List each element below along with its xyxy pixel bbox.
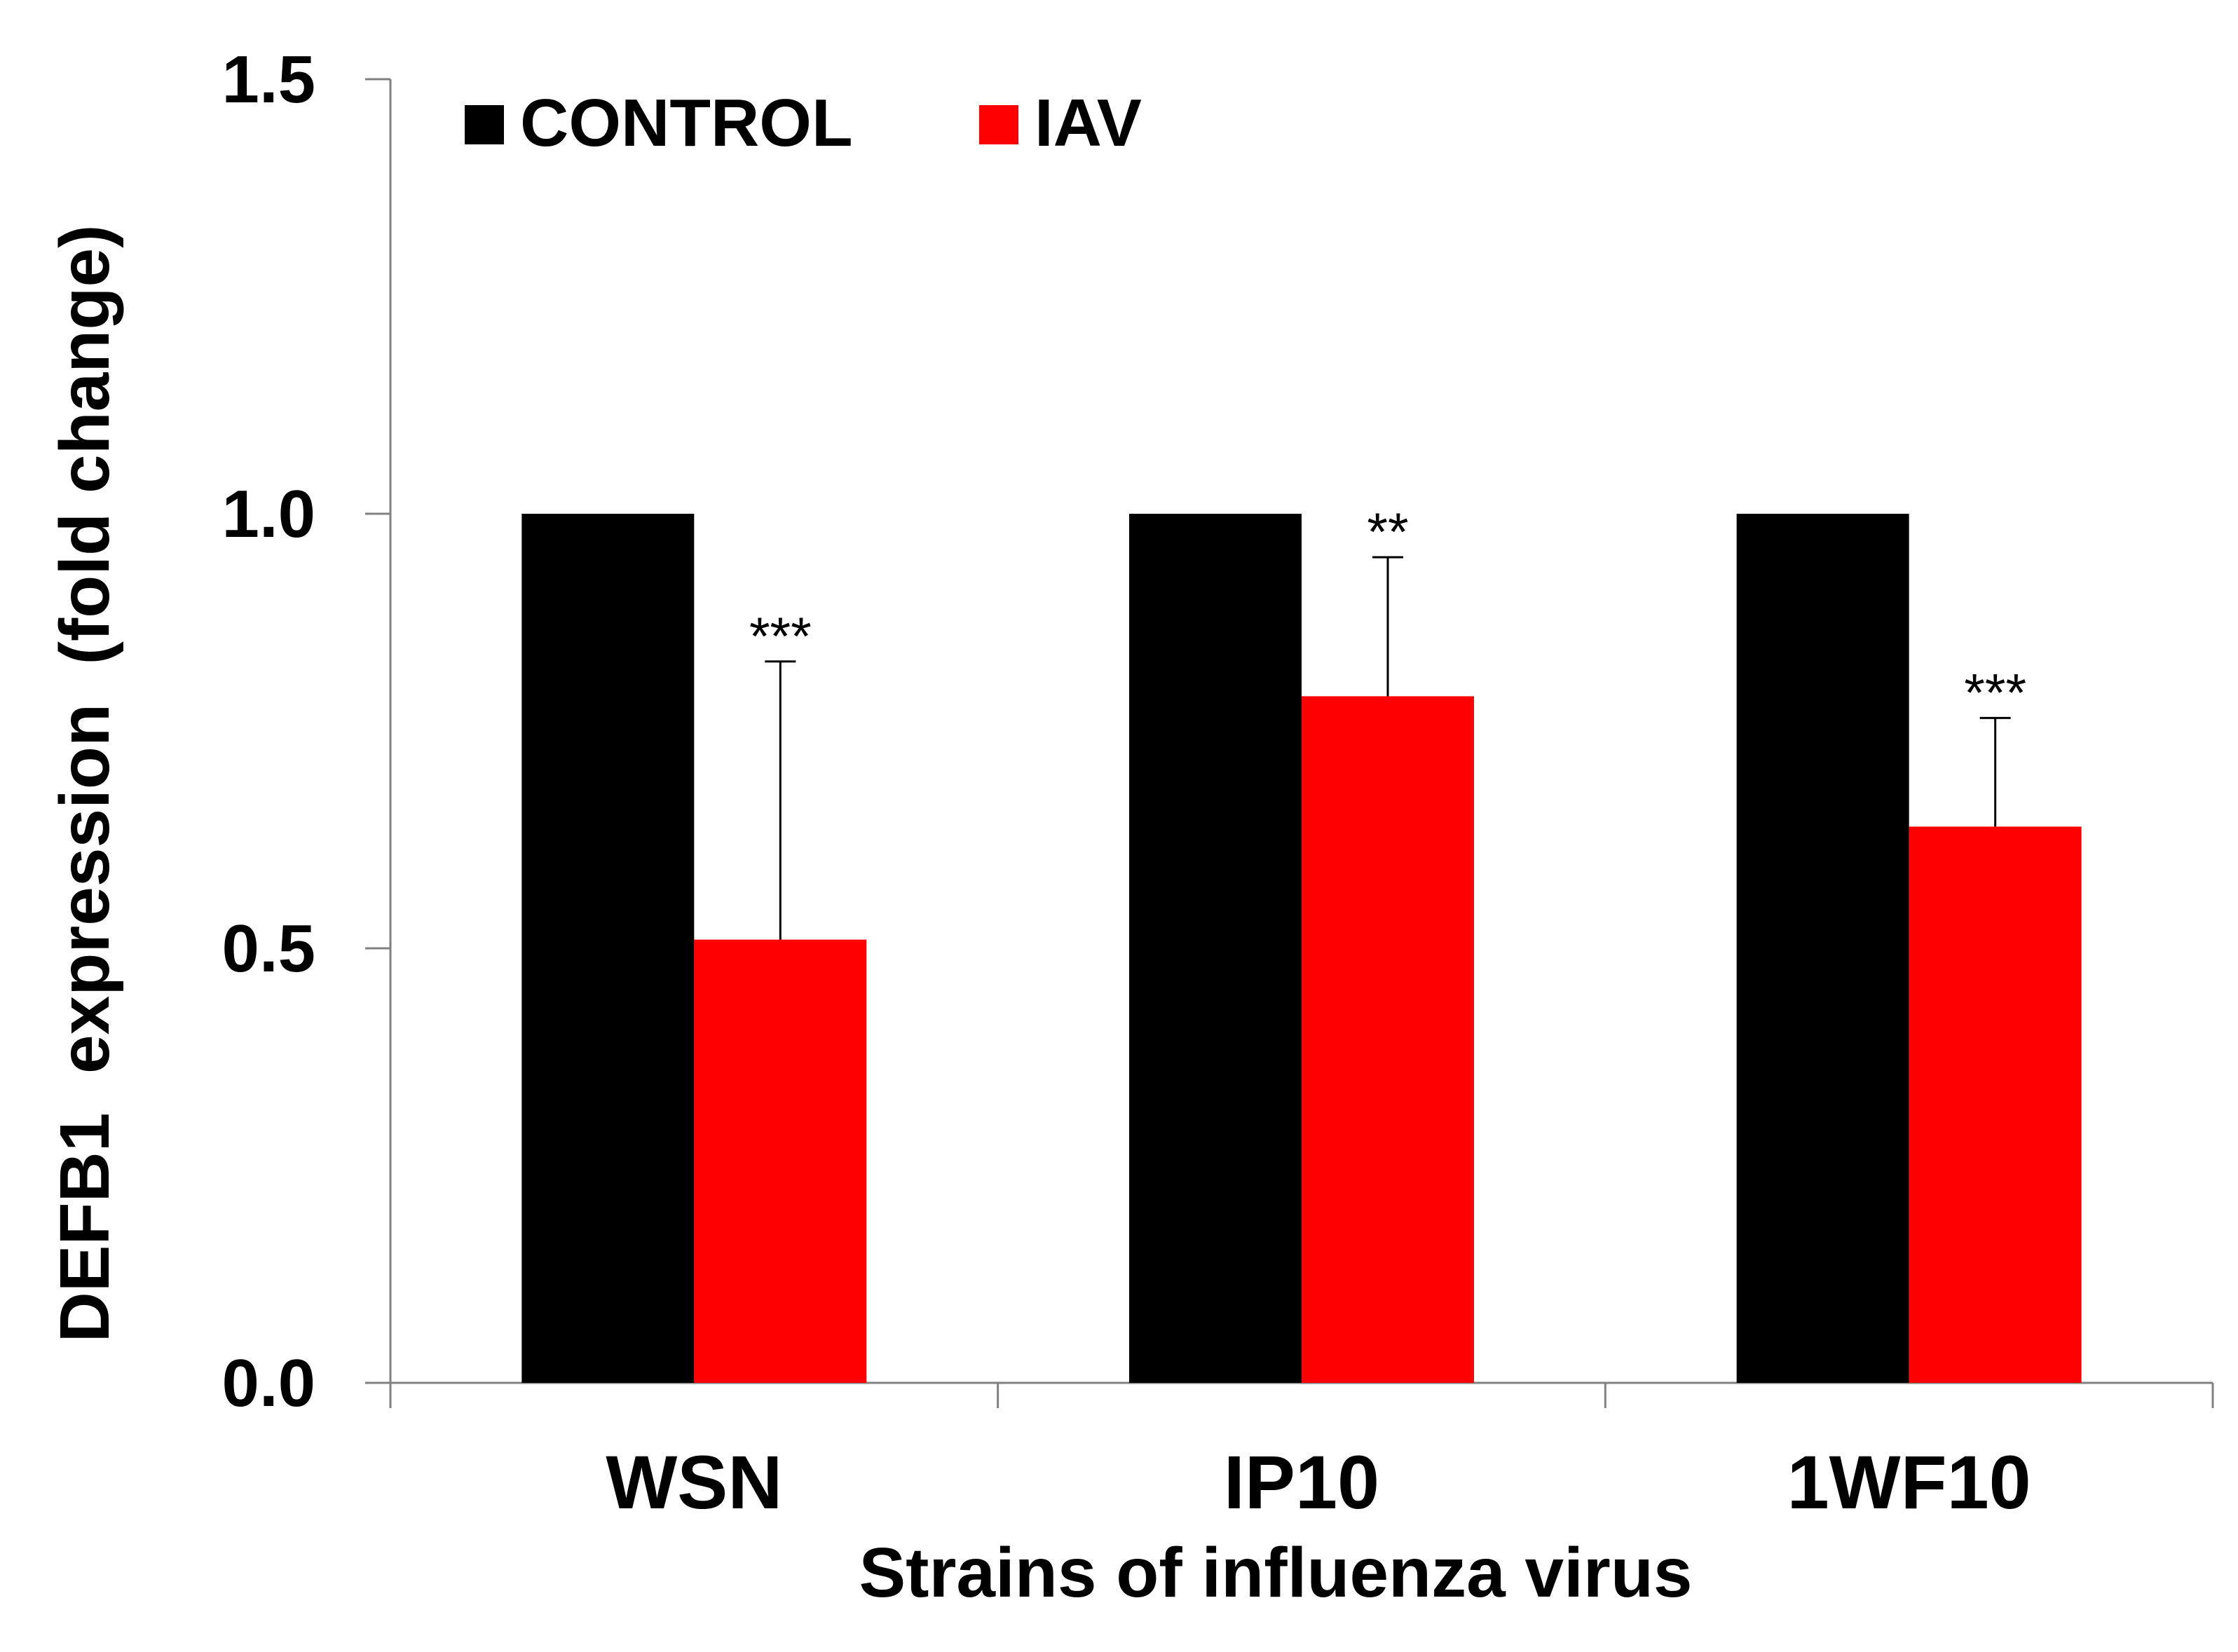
- bar-iav-wsn: [694, 939, 867, 1383]
- bars: [521, 514, 2082, 1383]
- x-axis-title: Strains of influenza virus: [859, 1534, 1692, 1612]
- significance-label: ***: [1964, 663, 2026, 723]
- y-tick-label: 0.0: [222, 1346, 315, 1421]
- y-tick-label: 0.5: [222, 911, 315, 986]
- legend-label-control: CONTROL: [520, 86, 853, 161]
- axis-labels: 0.0 0.5 1.0 1.5 WSN IP10 1WF10: [222, 42, 2031, 1524]
- y-tick-label: 1.5: [222, 42, 315, 117]
- legend-swatch-iav: [979, 105, 1018, 144]
- legend-label-iav: IAV: [1035, 86, 1142, 161]
- bar-control-wsn: [521, 514, 695, 1383]
- bar-control-1wf10: [1736, 514, 1909, 1383]
- legend-swatch-control: [465, 105, 504, 144]
- significance-label: **: [1367, 503, 1408, 562]
- bar-iav-ip10: [1302, 696, 1474, 1383]
- bar-iav-1wf10: [1909, 826, 2082, 1383]
- x-tick-label-wsn: WSN: [606, 1440, 782, 1524]
- y-axis-title: DEFB1 expression (fold change): [46, 225, 124, 1343]
- y-tick-label: 1.0: [222, 477, 315, 552]
- x-tick-label-1wf10: 1WF10: [1787, 1440, 2031, 1524]
- bar-control-ip10: [1129, 514, 1302, 1383]
- x-tick-label-ip10: IP10: [1224, 1440, 1379, 1524]
- annotations: ********: [749, 503, 2026, 723]
- error-bars: [765, 556, 2011, 940]
- legend: CONTROL IAV: [465, 86, 1142, 161]
- significance-label: ***: [749, 607, 812, 667]
